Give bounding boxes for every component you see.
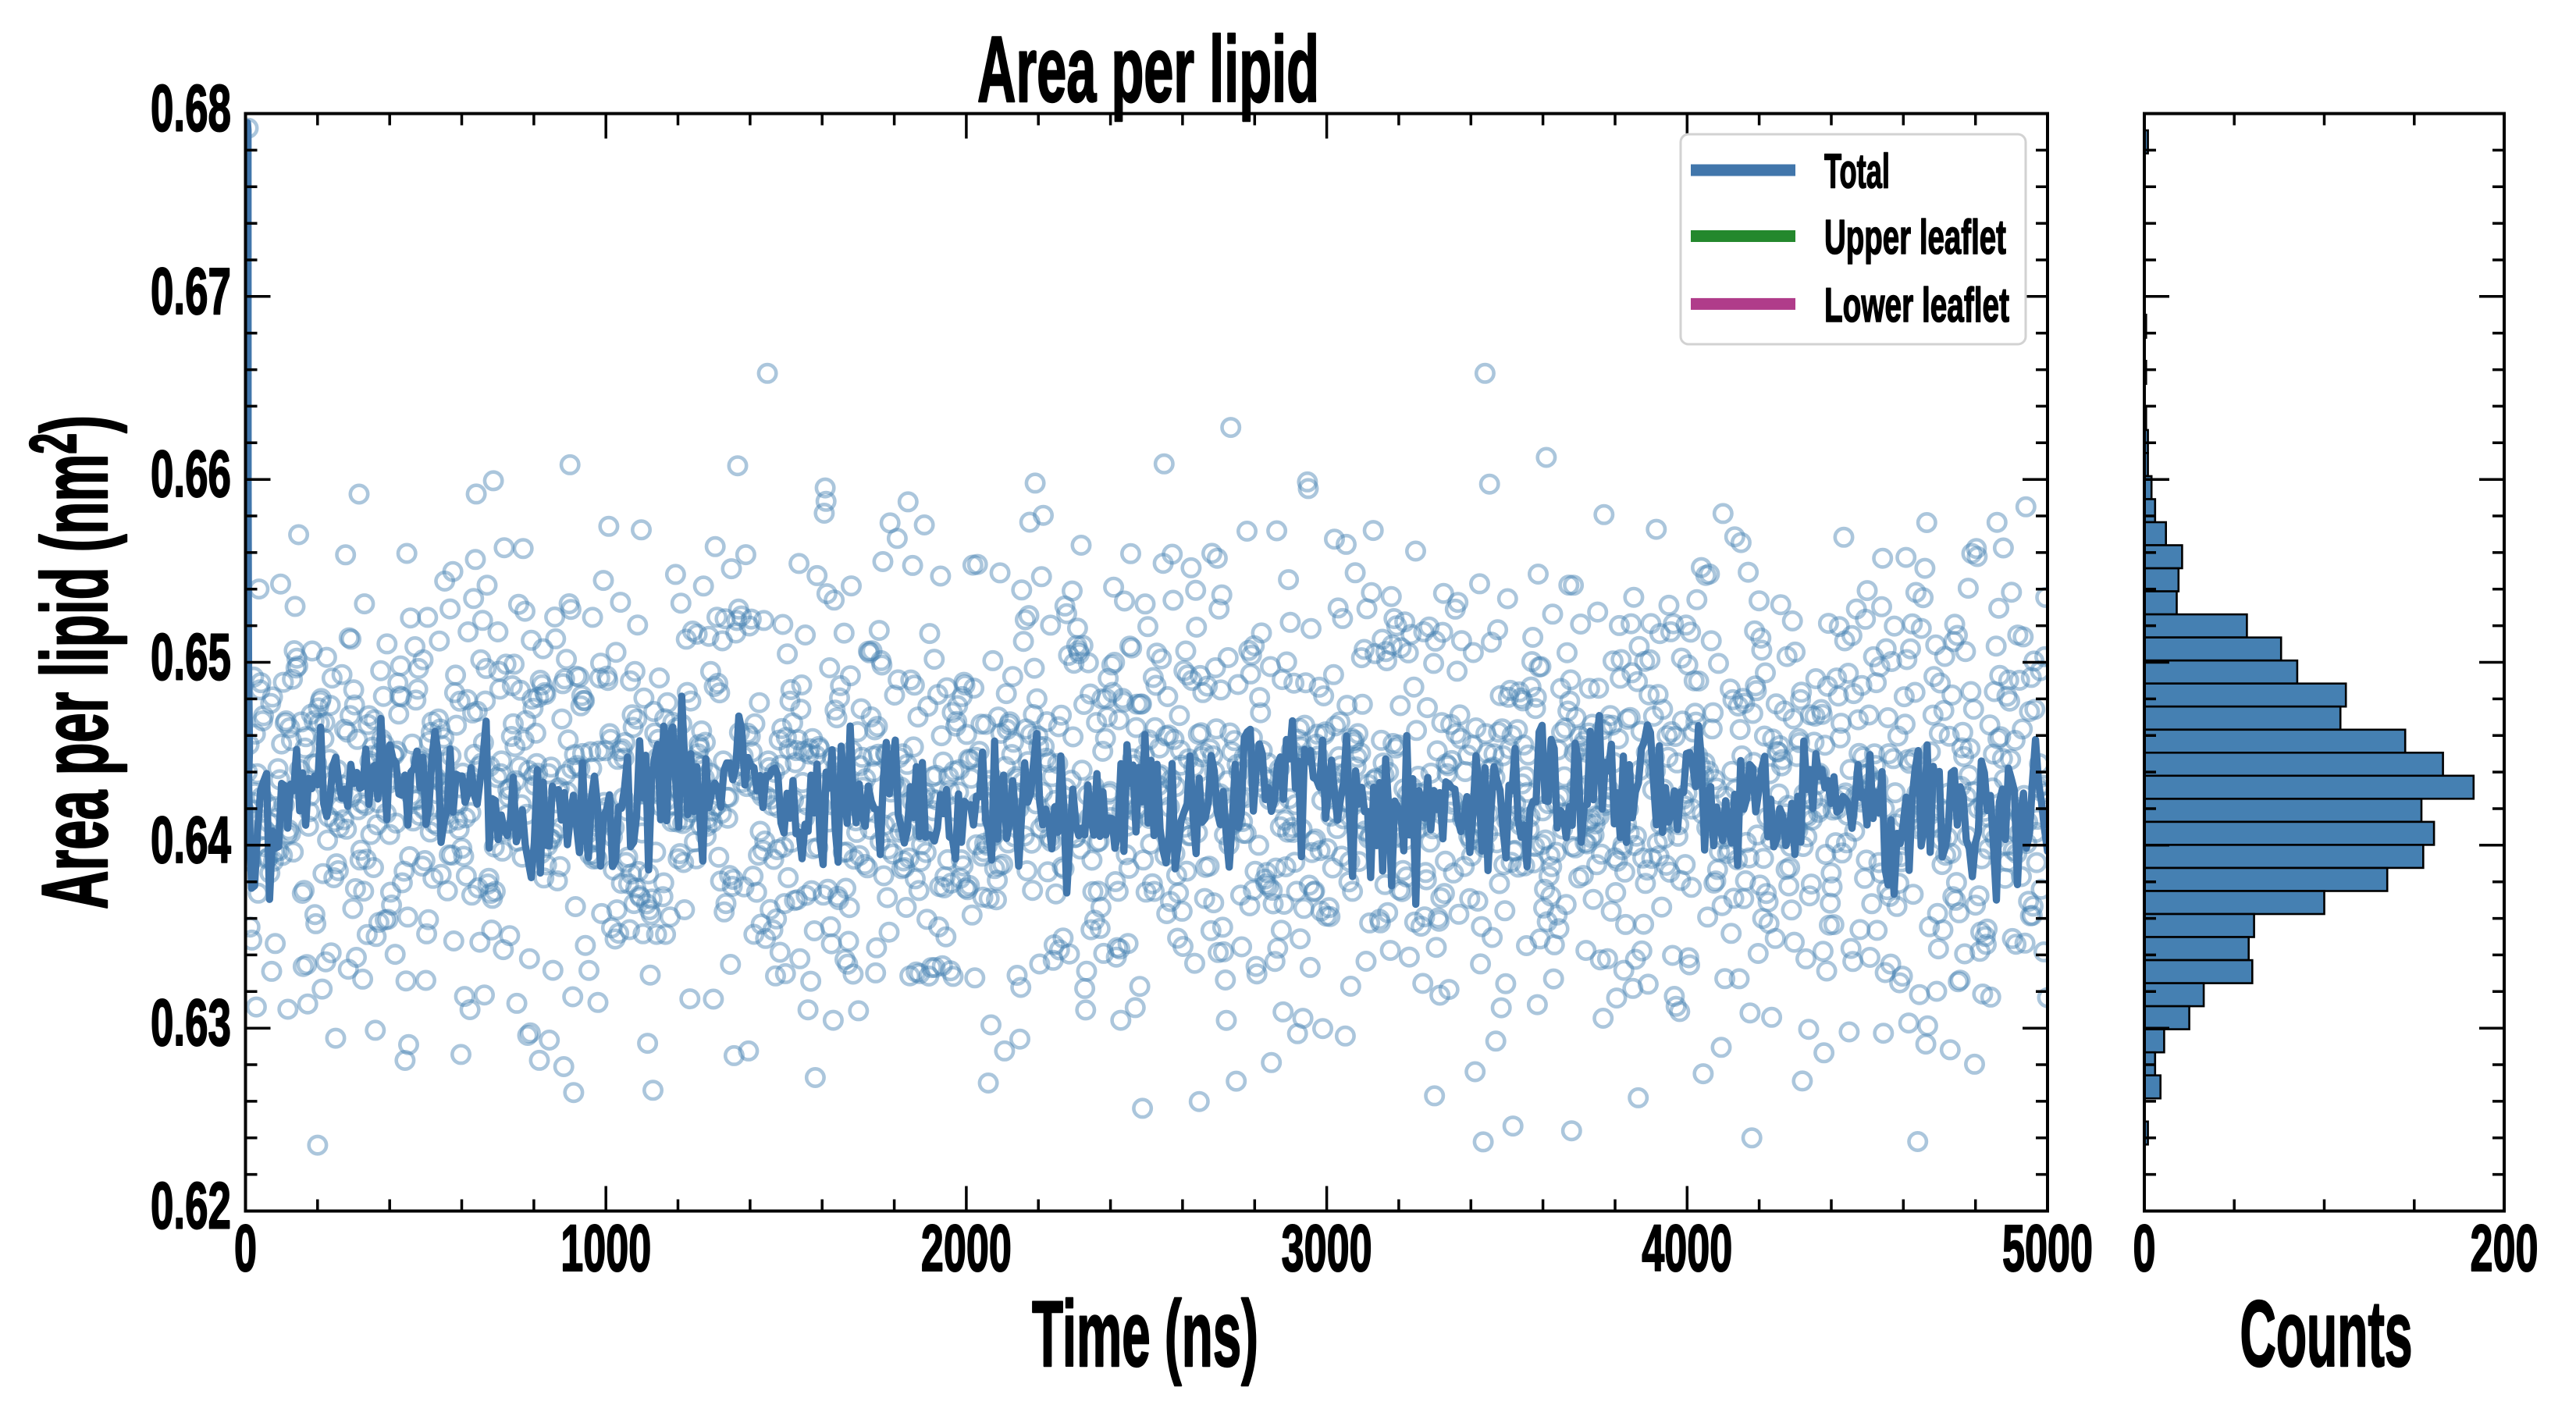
- svg-text:Area per lipid (nm2): Area per lipid (nm2): [16, 415, 127, 909]
- svg-text:5000: 5000: [2002, 1211, 2093, 1285]
- svg-text:0.64: 0.64: [151, 803, 231, 877]
- svg-text:Counts: Counts: [2240, 1282, 2413, 1386]
- svg-text:Time (ns): Time (ns): [1032, 1282, 1258, 1386]
- svg-text:0.62: 0.62: [151, 1169, 231, 1243]
- svg-text:3000: 3000: [1282, 1211, 1372, 1285]
- svg-text:Total: Total: [1824, 145, 1890, 199]
- svg-text:0: 0: [234, 1211, 257, 1285]
- svg-text:Lower leaflet: Lower leaflet: [1824, 279, 2009, 333]
- svg-text:0.68: 0.68: [151, 72, 231, 145]
- svg-text:Upper leaflet: Upper leaflet: [1824, 211, 2006, 265]
- svg-text:Area per lipid: Area per lipid: [977, 17, 1319, 122]
- svg-text:0: 0: [2133, 1211, 2156, 1285]
- svg-text:0.66: 0.66: [151, 437, 231, 510]
- svg-text:4000: 4000: [1642, 1211, 1732, 1285]
- svg-text:2000: 2000: [921, 1211, 1012, 1285]
- svg-text:0.67: 0.67: [151, 254, 231, 328]
- svg-text:0.63: 0.63: [151, 986, 231, 1059]
- svg-text:0.65: 0.65: [151, 621, 231, 694]
- svg-text:1000: 1000: [560, 1211, 651, 1285]
- svg-text:200: 200: [2471, 1211, 2539, 1285]
